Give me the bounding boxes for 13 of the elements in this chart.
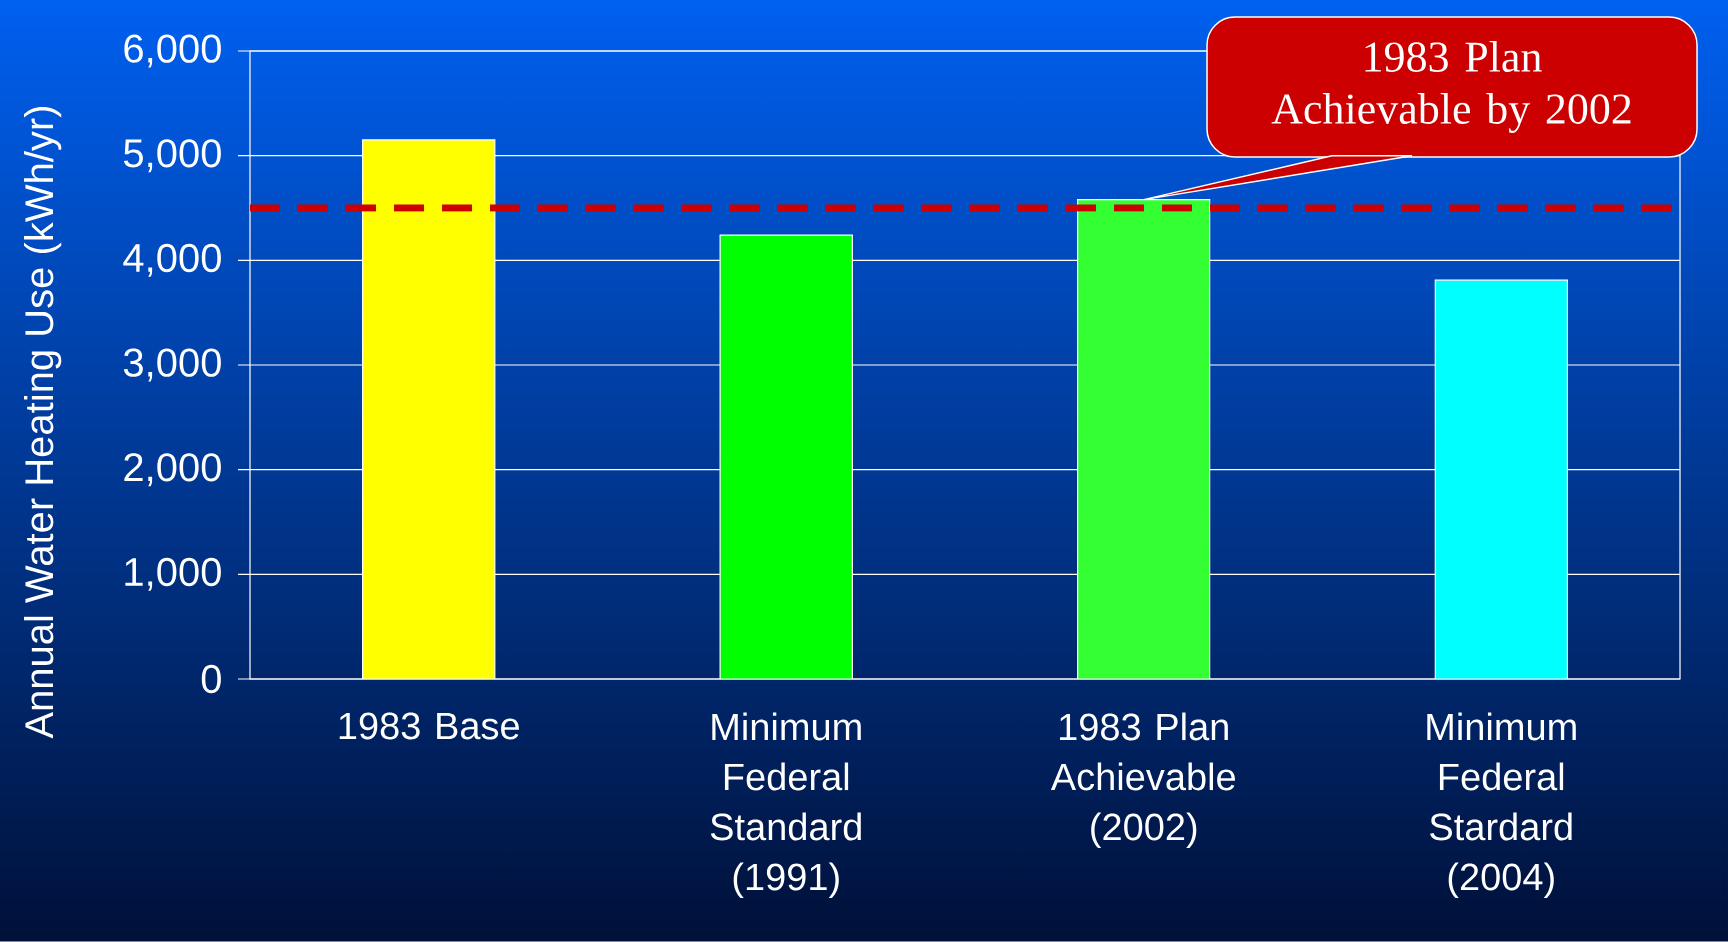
y-tick-label: 2,000 bbox=[124, 453, 221, 487]
x-tick-label: 1983 Base bbox=[339, 712, 519, 740]
y-tick-label: 1,000 bbox=[125, 557, 221, 591]
annotation: 1983 Plan Achievable by 2002 bbox=[1271, 40, 1631, 133]
x-tick-label: Minimum Federal Standard (1991) bbox=[710, 712, 861, 898]
y-tick-label: 3,000 bbox=[123, 348, 221, 382]
y-tick-label: 5,000 bbox=[123, 139, 221, 173]
x-tick-label: Minimum Federal Stardard (2004) bbox=[1427, 712, 1576, 898]
y-tick-label: 0 bbox=[201, 664, 221, 694]
y-axis-title: Annual Water Heating Use (kWh/yr) bbox=[24, 106, 62, 739]
y-tick-label: 4,000 bbox=[123, 243, 221, 277]
y-tick-label: 6,000 bbox=[124, 34, 221, 68]
x-tick-label: 1983 Plan Achievable (2002) bbox=[1050, 712, 1235, 848]
